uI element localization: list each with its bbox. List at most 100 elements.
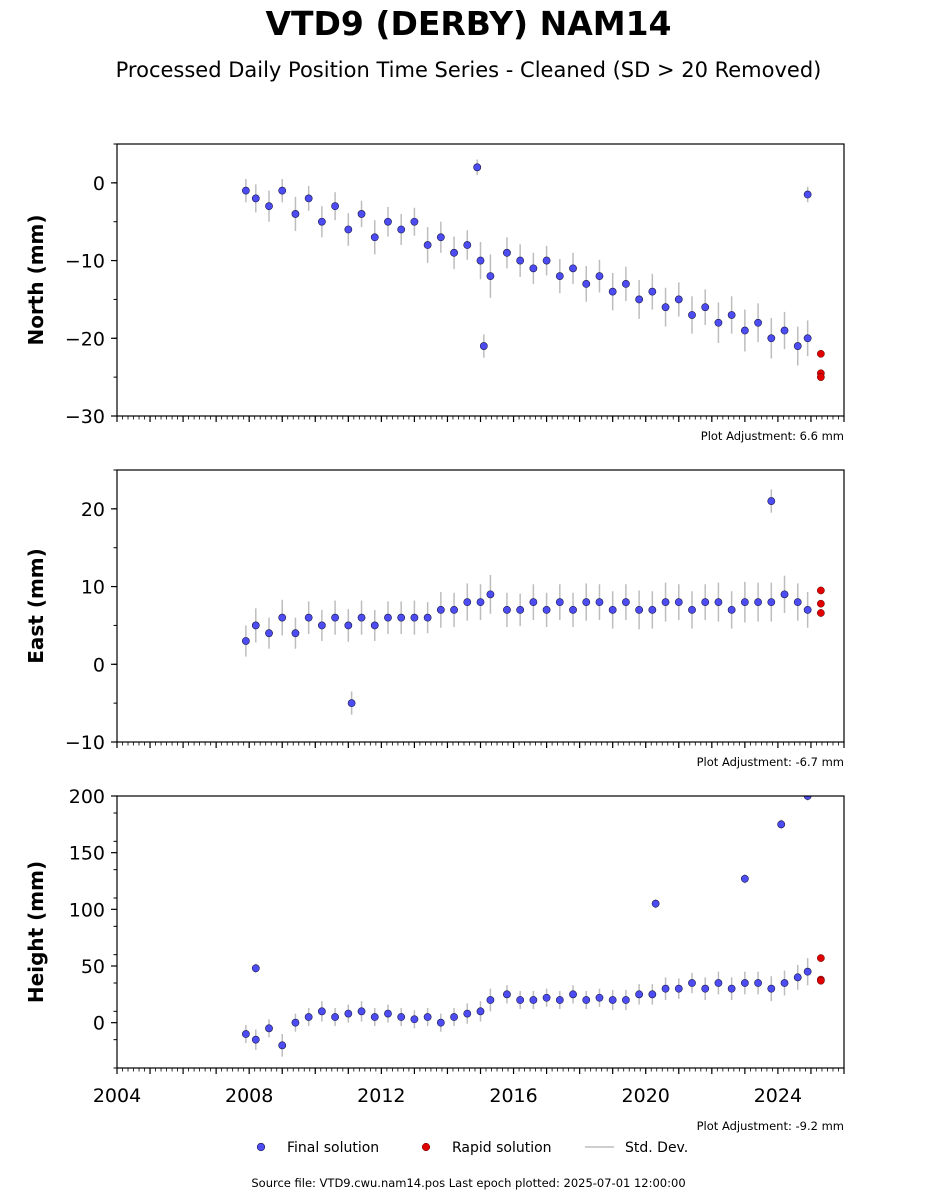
y-axis-label: East (mm) — [24, 548, 48, 664]
plot-frame — [116, 795, 845, 1069]
final-solution-point — [780, 979, 789, 987]
rapid-solution-point — [817, 976, 825, 985]
final-solution-point — [463, 598, 472, 607]
final-solution-point — [503, 248, 511, 257]
y-tick-label: 100 — [69, 899, 105, 921]
y-tick-label: −20 — [65, 328, 105, 350]
plot-area — [241, 796, 825, 1057]
legend-rapid-marker — [421, 1142, 431, 1152]
panel-1: 0 −10 −20 −30 North (mm) Plot Adjustment: 6.6… — [24, 143, 845, 443]
final-solution-point — [651, 899, 660, 908]
final-solution-point — [410, 613, 419, 622]
final-solution-point — [317, 217, 326, 226]
final-solution-point — [803, 334, 812, 343]
final-solution-point — [542, 993, 551, 1002]
final-solution-point — [397, 225, 406, 234]
x-tick-label: 2012 — [357, 1085, 405, 1107]
final-solution-point — [476, 256, 485, 265]
final-solution-point — [740, 326, 749, 335]
final-solution-point — [767, 497, 776, 505]
final-solution-point — [384, 217, 392, 226]
final-solution-point — [569, 990, 577, 999]
chart-subtitle: Processed Daily Position Time Series - C… — [115, 58, 822, 82]
final-solution-point — [542, 256, 551, 265]
final-solution-point — [648, 990, 657, 999]
final-solution-point — [767, 598, 776, 607]
source-footer: Source file: VTD9.cwu.nam14.pos Last epo… — [251, 1176, 686, 1190]
final-solution-point — [436, 1018, 445, 1027]
final-solution-point — [608, 996, 617, 1004]
y-tick-label: 0 — [93, 1013, 105, 1035]
final-solution-point — [622, 598, 630, 607]
final-solution-point — [347, 699, 356, 708]
final-solution-point — [803, 967, 812, 976]
y-tick-label: 20 — [81, 499, 105, 521]
legend-std-label: Std. Dev. — [625, 1140, 688, 1156]
final-solution-point — [265, 1024, 273, 1033]
final-solution-point — [516, 605, 525, 614]
x-tick-label: 2020 — [622, 1085, 670, 1107]
y-axis-label: North (mm) — [24, 214, 48, 345]
legend-final-label: Final solution — [287, 1140, 379, 1156]
final-solution-point — [635, 605, 644, 614]
final-solution-point — [317, 1007, 326, 1016]
rapid-solution-point — [817, 373, 825, 381]
final-solution-point — [344, 621, 353, 630]
final-solution-point — [754, 598, 762, 607]
final-solution-point — [582, 996, 591, 1004]
final-solution-point — [674, 984, 683, 993]
legend-rapid-label: Rapid solution — [452, 1140, 552, 1156]
final-solution-point — [754, 979, 762, 987]
plot-area — [241, 159, 825, 381]
final-solution-point — [727, 605, 736, 614]
y-tick-label: −30 — [65, 406, 105, 428]
panel-2: 20 10 0 −10 East (mm) Plot Adjustment: -6.7 m… — [24, 469, 845, 769]
final-solution-point — [463, 1009, 472, 1018]
final-solution-point — [688, 605, 696, 614]
rapid-solution-point — [817, 586, 825, 595]
final-solution-point — [780, 326, 789, 335]
final-solution-point — [304, 194, 313, 203]
final-solution-point — [555, 272, 564, 281]
final-solution-point — [754, 318, 762, 327]
final-solution-point — [503, 990, 511, 999]
final-solution-point — [529, 996, 538, 1004]
final-solution-point — [304, 613, 313, 622]
final-solution-point — [357, 613, 366, 622]
final-solution-point — [291, 210, 300, 218]
final-solution-point — [701, 303, 710, 312]
x-tick-label: 2008 — [225, 1085, 273, 1107]
y-tick-label: −10 — [65, 251, 105, 273]
final-solution-point — [486, 996, 495, 1004]
chart-title: VTD9 (DERBY) NAM14 — [265, 4, 672, 43]
final-solution-point — [582, 279, 591, 288]
final-solution-point — [542, 605, 551, 614]
final-solution-point — [479, 342, 488, 350]
final-solution-point — [569, 605, 577, 614]
rapid-solution-point — [817, 349, 825, 358]
final-solution-point — [688, 311, 696, 319]
final-solution-point — [397, 1013, 406, 1021]
y-tick-label: 10 — [81, 577, 105, 599]
final-solution-point — [740, 598, 749, 607]
final-solution-point — [516, 256, 525, 265]
final-solution-point — [357, 1007, 366, 1016]
final-solution-point — [370, 233, 379, 242]
final-solution-point — [635, 990, 644, 999]
legend: Final solution Rapid solution Std. Dev. — [256, 1140, 688, 1156]
final-solution-point — [622, 996, 630, 1004]
final-solution-point — [767, 984, 776, 993]
final-solution-point — [410, 217, 419, 226]
final-solution-point — [714, 318, 723, 327]
final-solution-point — [727, 311, 736, 319]
plot-adjustment-label: Plot Adjustment: -6.7 mm — [697, 755, 844, 769]
final-solution-point — [251, 964, 260, 973]
final-solution-point — [529, 264, 538, 273]
final-solution-point — [793, 342, 802, 350]
final-solution-point — [397, 613, 406, 622]
final-solution-point — [727, 984, 736, 993]
y-tick-label: 0 — [93, 654, 105, 676]
final-solution-point — [635, 295, 644, 304]
final-solution-point — [780, 590, 789, 599]
